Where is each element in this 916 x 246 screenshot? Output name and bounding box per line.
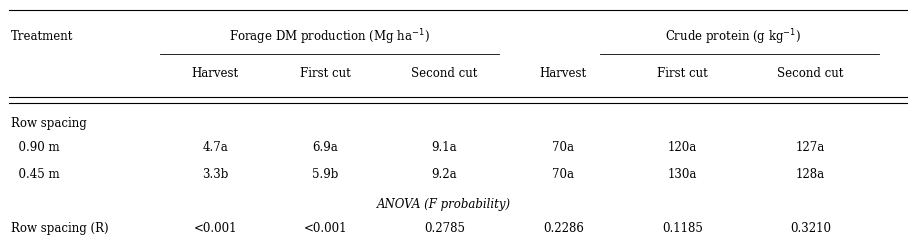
Text: 127a: 127a — [796, 141, 825, 154]
Text: 0.45 m: 0.45 m — [11, 168, 60, 181]
Text: 130a: 130a — [668, 168, 697, 181]
Text: Row spacing: Row spacing — [11, 117, 87, 129]
Text: 9.2a: 9.2a — [431, 168, 457, 181]
Text: 9.1a: 9.1a — [431, 141, 457, 154]
Text: 0.2785: 0.2785 — [424, 222, 464, 235]
Text: Harvest: Harvest — [540, 67, 587, 80]
Text: 4.7a: 4.7a — [202, 141, 228, 154]
Text: Crude protein (g kg$^{-1}$): Crude protein (g kg$^{-1}$) — [665, 27, 801, 47]
Text: First cut: First cut — [300, 67, 351, 80]
Text: 70a: 70a — [552, 168, 574, 181]
Text: 5.9b: 5.9b — [312, 168, 338, 181]
Text: Second cut: Second cut — [411, 67, 477, 80]
Text: 6.9a: 6.9a — [312, 141, 338, 154]
Text: Treatment: Treatment — [11, 31, 73, 43]
Text: Row spacing (R): Row spacing (R) — [11, 222, 109, 235]
Text: <0.001: <0.001 — [193, 222, 237, 235]
Text: Forage DM production (Mg ha$^{-1}$): Forage DM production (Mg ha$^{-1}$) — [229, 27, 431, 47]
Text: Second cut: Second cut — [778, 67, 844, 80]
Text: 120a: 120a — [668, 141, 697, 154]
Text: 128a: 128a — [796, 168, 825, 181]
Text: First cut: First cut — [657, 67, 708, 80]
Text: 0.90 m: 0.90 m — [11, 141, 60, 154]
Text: 0.2286: 0.2286 — [543, 222, 583, 235]
Text: 70a: 70a — [552, 141, 574, 154]
Text: 0.1185: 0.1185 — [662, 222, 703, 235]
Text: <0.001: <0.001 — [303, 222, 347, 235]
Text: 0.3210: 0.3210 — [791, 222, 831, 235]
Text: ANOVA (F probability): ANOVA (F probability) — [377, 198, 511, 211]
Text: 3.3b: 3.3b — [202, 168, 228, 181]
Text: Harvest: Harvest — [191, 67, 239, 80]
